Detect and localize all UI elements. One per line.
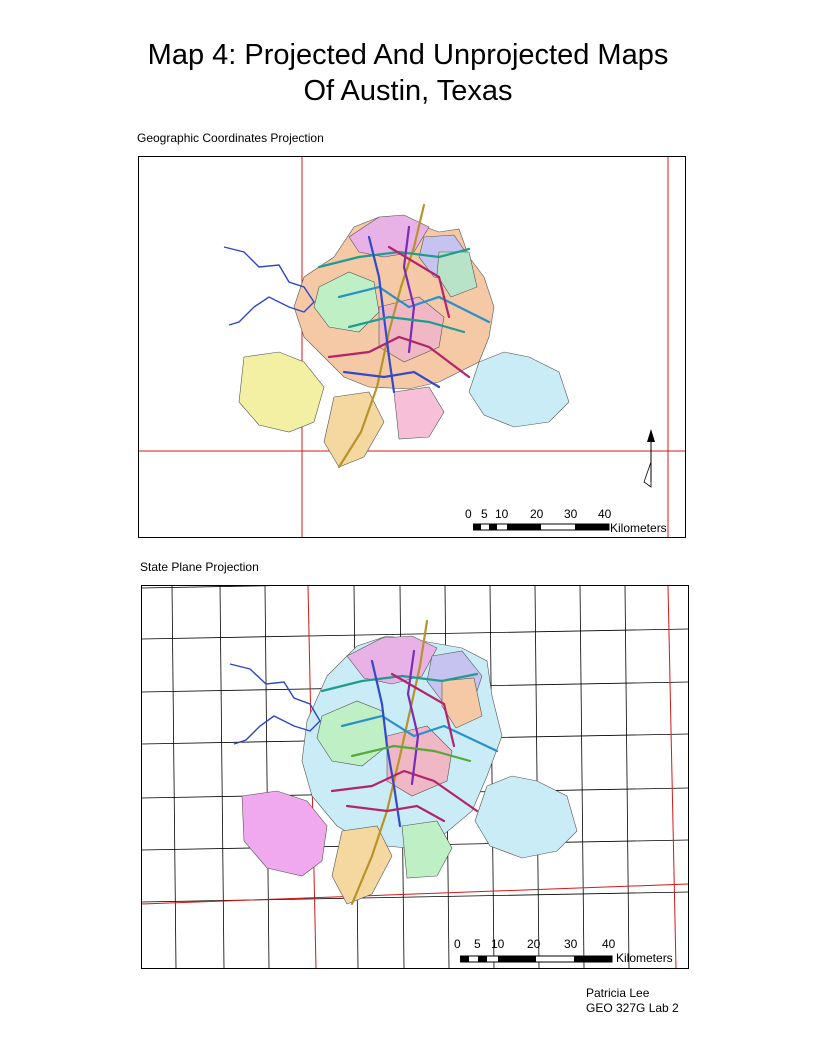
- map1-caption: Geographic Coordinates Projection: [137, 131, 324, 145]
- map2-scale-tick-10: 10: [491, 937, 505, 951]
- map2-scale-bar-graphic: [460, 955, 613, 963]
- map2-svg: [142, 586, 688, 968]
- map1-scale-tick-5: 5: [481, 507, 488, 521]
- map2-frame: [141, 585, 689, 969]
- map1-scale-tick-10: 10: [495, 507, 509, 521]
- map1-scale-tick-30: 30: [564, 507, 578, 521]
- map2-roads: [320, 619, 499, 906]
- map1-scale-unit: Kilometers: [610, 521, 667, 535]
- map-title-line-1: Map 4: Projected And Unprojected Maps: [147, 39, 669, 71]
- map2-scale-tick-20: 20: [527, 937, 541, 951]
- map2-city-polygons: [241, 635, 578, 905]
- map2-scale-unit: Kilometers: [616, 951, 673, 965]
- author-name: Patricia Lee: [586, 986, 650, 1000]
- map1-river: [223, 246, 315, 326]
- map1-scale-tick-20: 20: [530, 507, 544, 521]
- map2-scale-tick-5: 5: [474, 937, 481, 951]
- map2-scale-tick-40: 40: [602, 937, 616, 951]
- map1-scalebar: 0 5 10 20 30 40 Kilometers: [462, 507, 682, 535]
- map1-scale-tick-0: 0: [465, 507, 472, 521]
- map1-roads: [317, 203, 491, 469]
- map1-city-polygons: [238, 214, 570, 468]
- map1-north-arrow: [643, 429, 655, 488]
- map1-frame: [138, 156, 686, 538]
- map1-svg: [139, 157, 685, 537]
- map2-scale-tick-0: 0: [454, 937, 461, 951]
- map1-scale-tick-40: 40: [598, 507, 612, 521]
- map2-scalebar: 0 5 10 20 30 40 Kilometers: [448, 937, 686, 965]
- map2-caption: State Plane Projection: [140, 560, 259, 574]
- map1-scale-bar-graphic: [473, 523, 610, 531]
- map-title-line-2: Of Austin, Texas: [303, 75, 513, 107]
- map2-river: [229, 663, 321, 745]
- map2-scale-tick-30: 30: [564, 937, 578, 951]
- author-course: GEO 327G Lab 2: [586, 1001, 679, 1015]
